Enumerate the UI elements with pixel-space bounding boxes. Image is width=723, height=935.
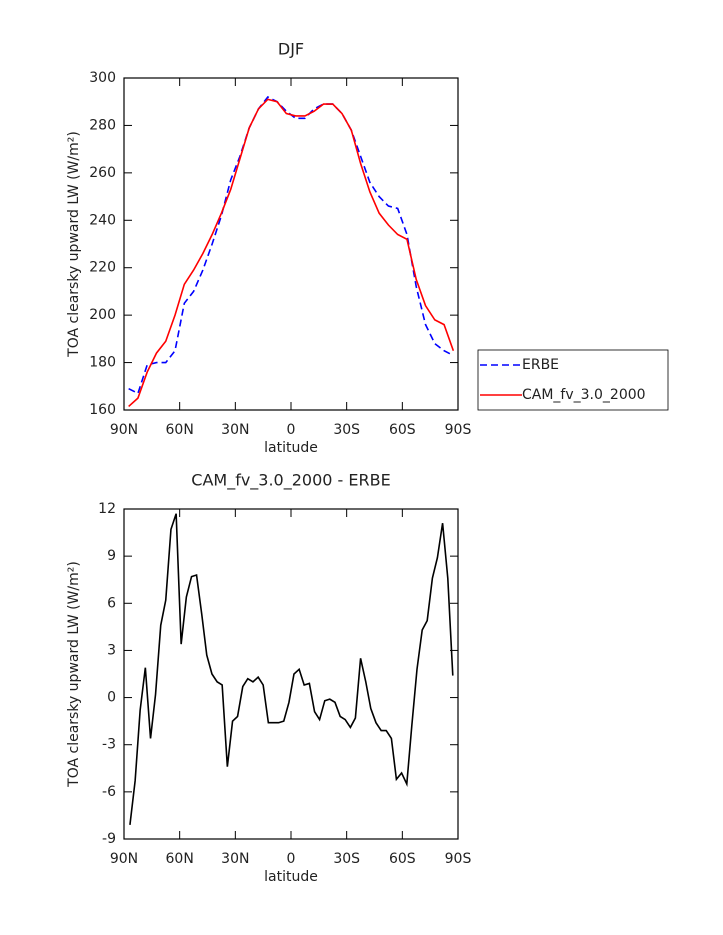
y-tick-label: 220 <box>89 260 116 276</box>
y-tick-label: 180 <box>89 355 116 371</box>
legend-label: ERBE <box>522 357 559 373</box>
legend-box <box>477 349 669 411</box>
y-tick-label: 6 <box>107 595 116 611</box>
x-tick-label: 0 <box>287 851 296 867</box>
x-tick-label: 0 <box>287 422 296 438</box>
x-tick-label: 30S <box>333 851 360 867</box>
y-tick-label: 0 <box>107 690 116 706</box>
data-line <box>129 513 454 825</box>
x-tick-label: 90S <box>445 851 472 867</box>
y-tick-label: 3 <box>107 642 116 658</box>
y-tick-label: 240 <box>89 212 116 228</box>
y-axis-label: TOA clearsky upward LW (W/m²) <box>66 561 82 788</box>
x-tick-label: 60S <box>389 851 416 867</box>
y-tick-label: 9 <box>107 548 116 564</box>
x-tick-label: 60N <box>166 851 194 867</box>
y-tick-label: 280 <box>89 117 116 133</box>
y-tick-label: 200 <box>89 307 116 323</box>
x-axis-label: latitude <box>264 440 318 456</box>
y-tick-label: 12 <box>98 501 116 517</box>
x-axis-label: latitude <box>264 869 318 885</box>
data-line <box>128 95 454 395</box>
y-tick-label: 160 <box>89 402 116 418</box>
x-tick-label: 90S <box>445 422 472 438</box>
y-tick-label: -9 <box>102 831 116 847</box>
data-line <box>128 98 455 408</box>
x-tick-label: 90N <box>110 851 138 867</box>
legend-label: CAM_fv_3.0_2000 <box>522 387 646 403</box>
x-tick-label: 90N <box>110 422 138 438</box>
chart-title: DJF <box>278 40 304 59</box>
y-axis-label: TOA clearsky upward LW (W/m²) <box>66 131 82 358</box>
plot-frame <box>123 77 459 411</box>
x-tick-label: 30N <box>221 851 249 867</box>
y-tick-label: 300 <box>89 70 116 86</box>
y-tick-label: -6 <box>102 784 116 800</box>
y-tick-label: 260 <box>89 165 116 181</box>
x-tick-label: 60N <box>166 422 194 438</box>
x-tick-label: 60S <box>389 422 416 438</box>
x-tick-label: 30S <box>333 422 360 438</box>
plot-frame <box>123 508 459 840</box>
chart-title: CAM_fv_3.0_2000 - ERBE <box>191 471 390 491</box>
x-tick-label: 30N <box>221 422 249 438</box>
y-tick-label: -3 <box>102 737 116 753</box>
